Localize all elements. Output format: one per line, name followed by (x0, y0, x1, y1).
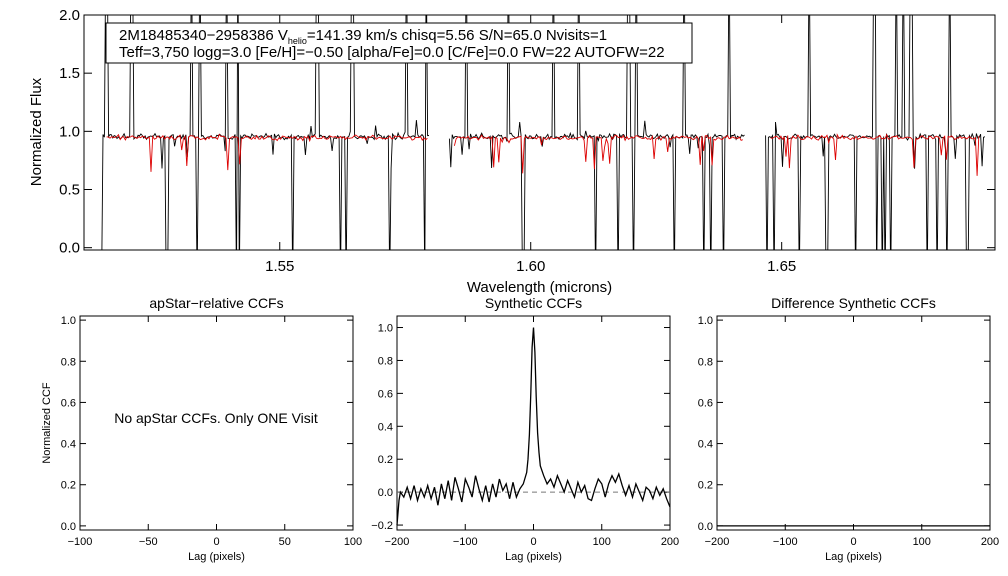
apstar-ccf-message: No apStar CCFs. Only ONE Visit (114, 410, 318, 426)
apstar-ccf-ytick-label: 0.2 (61, 480, 76, 492)
synthetic-ccf-x-axis-label: Lag (pixels) (505, 551, 562, 563)
synthetic-ccf-ytick-label: 1.0 (378, 323, 393, 335)
spectrum-ytick-label: 0.5 (59, 182, 80, 199)
spectrum-ytick-label: 1.0 (59, 123, 80, 140)
synthetic-ccf-line (396, 327, 671, 526)
synthetic-ccf-title: Synthetic CCFs (485, 295, 582, 311)
spectrum-model-segment-1 (106, 133, 428, 172)
annotation-subscript: helio (288, 36, 307, 46)
spectrum-annotation-box (105, 22, 693, 64)
difference-ccf-ytick-label: 1.0 (698, 315, 713, 327)
difference-ccf-xtick-label: −200 (705, 536, 730, 548)
difference-ccf-ytick-label: 0.8 (698, 356, 713, 368)
spectrum-plot-frame (83, 14, 996, 251)
difference-ccf-ytick-label: 0.6 (698, 397, 713, 409)
apstar-ccf-ytick-label: 0.8 (61, 356, 76, 368)
spectrum-ytick-label: 0.0 (59, 240, 80, 257)
difference-ccf-title: Difference Synthetic CCFs (771, 295, 936, 311)
difference-ccf-xtick-label: −100 (773, 536, 798, 548)
apstar-ccf-xtick-label: 0 (213, 536, 219, 548)
apstar-ccf-ytick-label: 0.0 (61, 521, 76, 533)
difference-ccf-ytick-label: 0.4 (698, 439, 713, 451)
apstar-ccf-x-axis-label: Lag (pixels) (188, 551, 245, 563)
apstar-ccf-title: apStar−relative CCFs (149, 295, 283, 311)
synthetic-ccf-xtick-label: 0 (530, 536, 536, 548)
apstar-ccf-xtick-label: −100 (68, 536, 93, 548)
spectrum-xtick-label: 1.65 (767, 258, 796, 275)
synthetic-ccf-ytick-label: −0.2 (371, 520, 393, 532)
spectrum-ytick-label: 1.5 (59, 65, 80, 82)
apstar-ccf-xtick-label: 100 (344, 536, 362, 548)
difference-ccf-xtick-label: 0 (850, 536, 856, 548)
apstar-ccf-xtick-label: −50 (139, 536, 158, 548)
spectrum-ytick-label: 2.0 (59, 7, 80, 24)
difference-ccf-ytick-label: 0.2 (698, 480, 713, 492)
synthetic-ccf-ytick-label: 0.6 (378, 388, 393, 400)
apstar-ccf-ytick-label: 0.4 (61, 439, 76, 451)
spectrum-annotation-line2: Teff=3,750 logg=3.0 [Fe/H]=−0.50 [alpha/… (119, 44, 665, 61)
spectrum-annotation-line1: 2M18485340−2958386 Vhelio=141.39 km/s ch… (119, 27, 607, 46)
synthetic-ccf-ytick-label: 0.2 (378, 454, 393, 466)
spectrum-xtick-label: 1.60 (516, 258, 545, 275)
spectrum-model-segment-3 (770, 133, 980, 176)
synthetic-ccf-ytick-label: 0.0 (378, 487, 393, 499)
synthetic-ccf-xtick-label: −200 (385, 536, 410, 548)
apstar-ccf-ytick-label: 1.0 (61, 315, 76, 327)
synthetic-ccf-xtick-label: 200 (661, 536, 679, 548)
apstar-ccf-xtick-label: 50 (279, 536, 291, 548)
spectrum-observed-segment-2 (448, 15, 745, 250)
synthetic-ccf-xtick-label: −100 (453, 536, 478, 548)
spectrum-x-axis-label: Wavelength (microns) (467, 279, 612, 296)
annotation-velocity: =141.39 km/s chisq=5.56 S/N=65.0 Nvisits… (307, 27, 607, 44)
synthetic-ccf-ytick-label: 0.4 (378, 421, 393, 433)
synthetic-ccf-ytick-label: 0.8 (378, 355, 393, 367)
synthetic-ccf-xtick-label: 100 (593, 536, 611, 548)
spectrum-y-axis-label: Normalized Flux (28, 77, 45, 186)
difference-ccf-xtick-label: 100 (913, 536, 931, 548)
apstar-ccf-ytick-label: 0.6 (61, 397, 76, 409)
synthetic-ccf-plot-frame (396, 315, 671, 531)
apstar-ccf-y-axis-label: Normalized CCF (41, 382, 53, 464)
difference-ccf-ytick-label: 0.0 (698, 521, 713, 533)
spectrum-observed-segment-3 (765, 15, 986, 250)
spectrum-xtick-label: 1.55 (265, 258, 294, 275)
difference-ccf-plot-frame (716, 315, 991, 531)
annotation-star-id: 2M18485340−2958386 V (119, 27, 288, 44)
difference-ccf-x-axis-label: Lag (pixels) (825, 551, 882, 563)
spectrum-model-segment-2 (453, 134, 743, 174)
difference-ccf-xtick-label: 200 (981, 536, 999, 548)
